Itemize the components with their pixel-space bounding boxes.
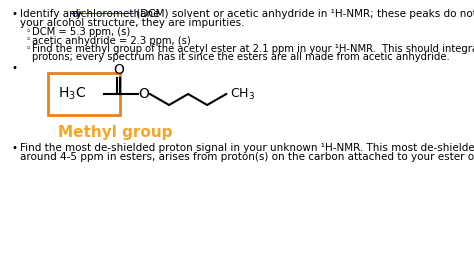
Text: your alcohol structure, they are impurities.: your alcohol structure, they are impurit… [20,18,245,28]
Text: ◦: ◦ [26,27,31,36]
Text: •: • [12,63,18,73]
FancyBboxPatch shape [48,73,120,115]
Text: around 4-5 ppm in esters, arises from proton(s) on the carbon attached to your e: around 4-5 ppm in esters, arises from pr… [20,152,474,162]
Text: dichloromethane: dichloromethane [71,9,159,19]
Text: ◦: ◦ [26,44,31,53]
Text: Find the methyl group of the acetyl ester at 2.1 ppm in your ¹H-NMR.  This shoul: Find the methyl group of the acetyl este… [32,44,474,54]
Text: (DCM) solvent or acetic anhydride in ¹H-NMR; these peaks do not contribute to: (DCM) solvent or acetic anhydride in ¹H-… [133,9,474,19]
Text: DCM = 5.3 ppm, (s): DCM = 5.3 ppm, (s) [32,27,130,37]
Text: acetic anhydride = 2.3 ppm, (s): acetic anhydride = 2.3 ppm, (s) [32,35,191,45]
Text: O: O [138,87,149,101]
Text: Identify any: Identify any [20,9,85,19]
Text: ◦: ◦ [26,35,31,44]
Text: •: • [12,9,18,19]
Text: protons; every spectrum has it since the esters are all made from acetic anhydri: protons; every spectrum has it since the… [32,52,450,62]
Text: H$_3$C: H$_3$C [58,86,86,102]
Text: Find the most de-shielded proton signal in your unknown ¹H-NMR. This most de-shi: Find the most de-shielded proton signal … [20,143,474,153]
Text: CH$_3$: CH$_3$ [230,86,255,102]
Text: •: • [12,143,18,153]
Text: O: O [113,63,124,77]
Text: Methyl group: Methyl group [58,125,173,140]
